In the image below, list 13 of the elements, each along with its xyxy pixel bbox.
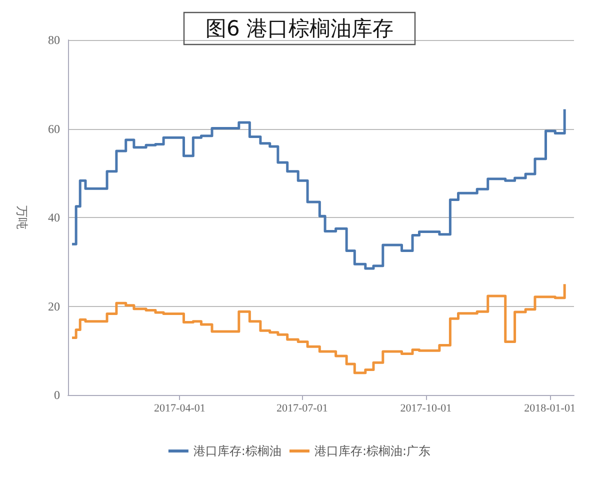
- x-tick-label: 2017-07-01: [276, 402, 328, 414]
- y-tick-label: 40: [48, 210, 60, 224]
- legend-label: 港口库存:棕榈油: [193, 444, 282, 458]
- y-tick-label: 20: [48, 299, 60, 314]
- y-tick-label: 0: [54, 388, 60, 402]
- y-axis-title: 万吨: [15, 206, 29, 230]
- x-tick-label: 2017-10-01: [400, 402, 452, 414]
- y-tick-label: 60: [48, 122, 60, 136]
- x-tick-label: 2018-01-01: [524, 402, 576, 414]
- x-tick-label: 2017-04-01: [154, 402, 206, 414]
- legend-label: 港口库存:棕榈油:广东: [314, 444, 431, 458]
- y-tick-label: 80: [48, 33, 60, 47]
- chart-title: 图6 港口棕榈油库存: [205, 16, 394, 40]
